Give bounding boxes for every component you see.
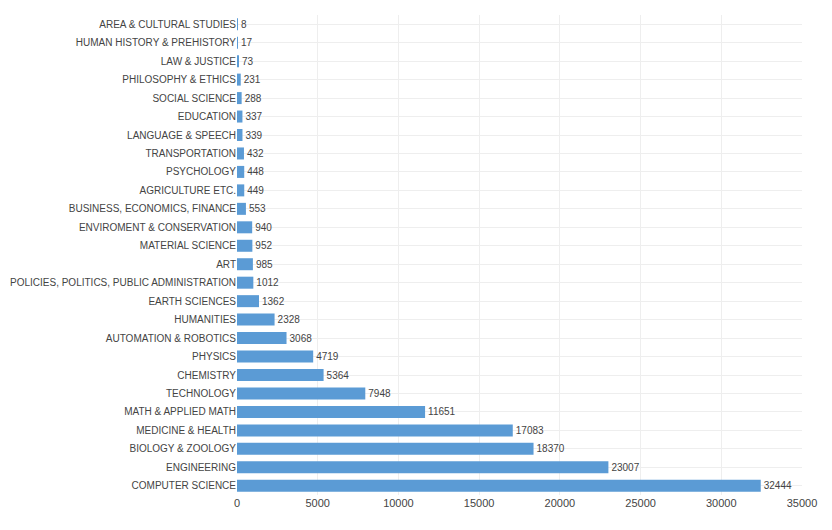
svg-text:MEDICINE & HEALTH: MEDICINE & HEALTH	[136, 425, 236, 436]
svg-text:23007: 23007	[611, 462, 639, 473]
svg-text:985: 985	[256, 259, 273, 270]
svg-text:1012: 1012	[256, 277, 279, 288]
svg-text:4719: 4719	[316, 351, 339, 362]
svg-text:AREA & CULTURAL STUDIES: AREA & CULTURAL STUDIES	[99, 19, 236, 30]
svg-text:32444: 32444	[764, 480, 792, 491]
svg-text:AUTOMATION & ROBOTICS: AUTOMATION & ROBOTICS	[106, 333, 237, 344]
svg-text:952: 952	[255, 240, 272, 251]
svg-text:COMPUTER SCIENCE: COMPUTER SCIENCE	[132, 480, 237, 491]
svg-text:MATERIAL SCIENCE: MATERIAL SCIENCE	[140, 240, 236, 251]
svg-text:EDUCATION: EDUCATION	[178, 111, 236, 122]
svg-text:940: 940	[255, 222, 272, 233]
svg-text:15000: 15000	[464, 497, 495, 509]
svg-text:LANGUAGE & SPEECH: LANGUAGE & SPEECH	[127, 130, 236, 141]
svg-text:10000: 10000	[383, 497, 414, 509]
svg-text:PHILOSOPHY & ETHICS: PHILOSOPHY & ETHICS	[122, 74, 236, 85]
svg-text:17083: 17083	[516, 425, 544, 436]
svg-text:BIOLOGY & ZOOLOGY: BIOLOGY & ZOOLOGY	[129, 443, 236, 454]
svg-text:8: 8	[241, 19, 247, 30]
svg-text:PHYSICS: PHYSICS	[192, 351, 236, 362]
svg-text:TRANSPORTATION: TRANSPORTATION	[145, 148, 236, 159]
svg-text:SOCIAL SCIENCE: SOCIAL SCIENCE	[152, 93, 236, 104]
svg-text:POLICIES, POLITICS, PUBLIC ADM: POLICIES, POLITICS, PUBLIC ADMINISTRATIO…	[10, 277, 236, 288]
svg-text:7948: 7948	[368, 388, 391, 399]
svg-text:448: 448	[247, 166, 264, 177]
svg-text:HUMANITIES: HUMANITIES	[174, 314, 236, 325]
svg-text:25000: 25000	[625, 497, 656, 509]
svg-text:339: 339	[245, 130, 262, 141]
svg-text:5000: 5000	[305, 497, 329, 509]
svg-text:ENVIROMENT & CONSERVATION: ENVIROMENT & CONSERVATION	[79, 222, 236, 233]
svg-text:231: 231	[244, 74, 261, 85]
svg-text:449: 449	[247, 185, 264, 196]
svg-text:PSYCHOLOGY: PSYCHOLOGY	[166, 166, 236, 177]
svg-text:337: 337	[245, 111, 262, 122]
svg-text:ART: ART	[216, 259, 236, 270]
svg-text:11651: 11651	[428, 406, 456, 417]
svg-text:35000: 35000	[787, 497, 818, 509]
svg-text:30000: 30000	[706, 497, 737, 509]
svg-text:2328: 2328	[278, 314, 301, 325]
svg-text:HUMAN HISTORY & PREHISTORY: HUMAN HISTORY & PREHISTORY	[76, 37, 237, 48]
svg-text:ENGINEERING: ENGINEERING	[166, 462, 236, 473]
svg-text:BUSINESS, ECONOMICS, FINANCE: BUSINESS, ECONOMICS, FINANCE	[69, 203, 237, 214]
svg-text:LAW & JUSTICE: LAW & JUSTICE	[161, 56, 237, 67]
svg-text:EARTH SCIENCES: EARTH SCIENCES	[148, 296, 236, 307]
svg-text:3068: 3068	[290, 333, 313, 344]
svg-text:TECHNOLOGY: TECHNOLOGY	[166, 388, 236, 399]
svg-text:1362: 1362	[262, 296, 285, 307]
svg-text:5364: 5364	[327, 370, 350, 381]
svg-text:0: 0	[234, 497, 240, 509]
svg-text:288: 288	[245, 93, 262, 104]
svg-text:MATH & APPLIED MATH: MATH & APPLIED MATH	[124, 406, 236, 417]
svg-text:553: 553	[249, 203, 266, 214]
svg-text:20000: 20000	[545, 497, 576, 509]
svg-text:CHEMISTRY: CHEMISTRY	[177, 370, 236, 381]
svg-text:17: 17	[241, 37, 253, 48]
svg-text:AGRICULTURE ETC.: AGRICULTURE ETC.	[140, 185, 237, 196]
svg-text:18370: 18370	[537, 443, 565, 454]
svg-text:73: 73	[242, 56, 254, 67]
svg-text:432: 432	[247, 148, 264, 159]
